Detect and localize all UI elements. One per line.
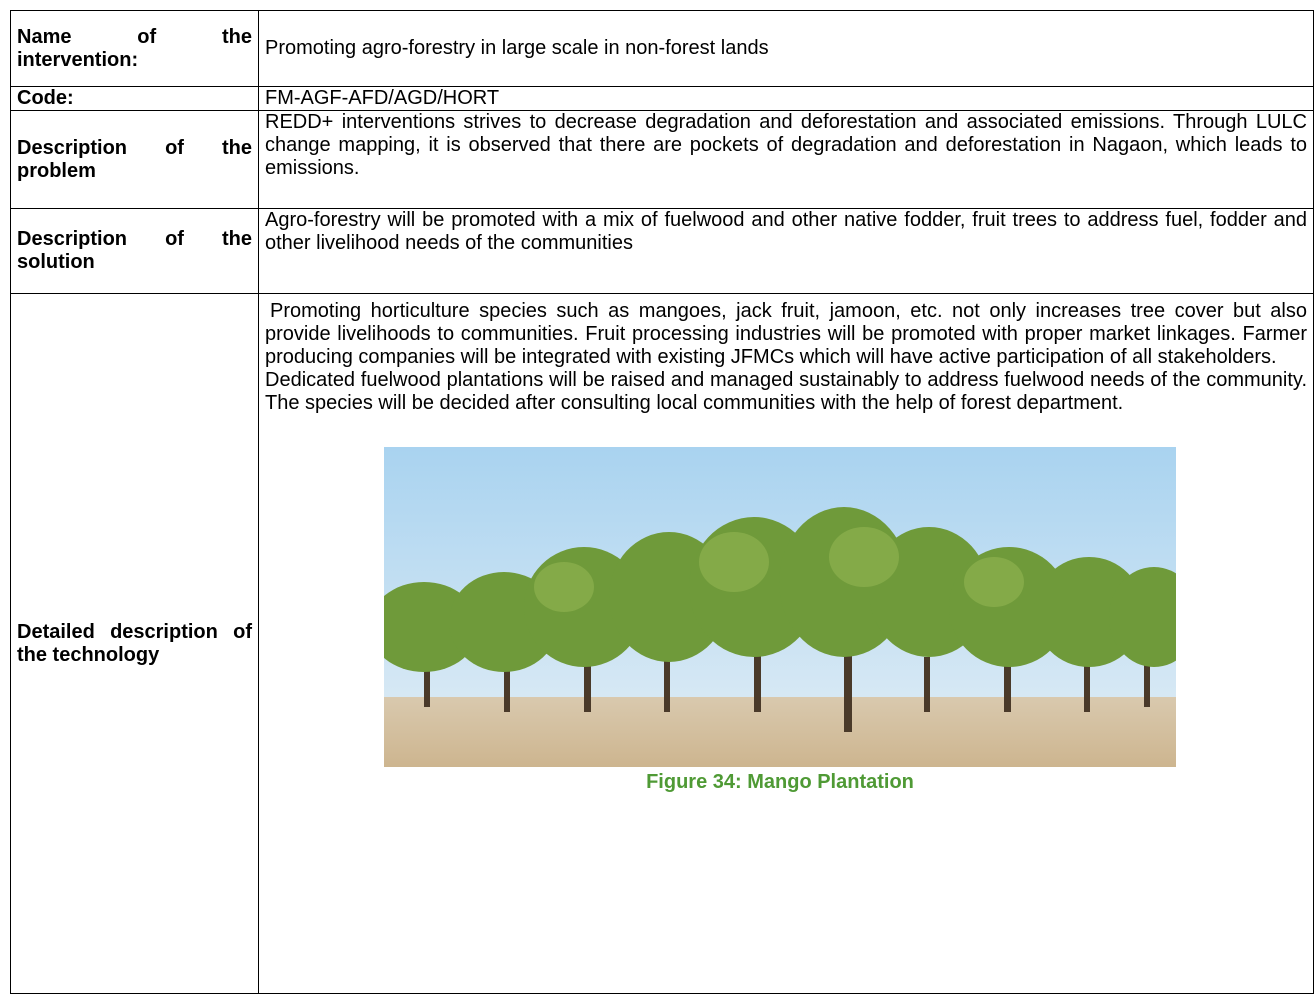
label: Description of the solution: [11, 209, 259, 294]
row: Description of the problem REDD+ interve…: [11, 111, 1314, 209]
value: REDD+ interventions strives to decrease …: [259, 111, 1314, 209]
value: FM-AGF-AFD/AGD/HORT: [259, 87, 1314, 111]
label: Code:: [11, 87, 259, 111]
figure-caption: Figure 34: Mango Plantation: [253, 771, 1307, 794]
page: Name of the intervention: Promoting agro…: [0, 0, 1314, 976]
label: Description of the problem: [11, 111, 259, 209]
row: Name of the intervention: Promoting agro…: [11, 11, 1314, 87]
row: Detailed description of the technology P…: [11, 294, 1314, 994]
row: Code: FM-AGF-AFD/AGD/HORT: [11, 87, 1314, 111]
paragraph: Dedicated fuelwood plantations will be r…: [265, 369, 1307, 415]
mango-plantation-photo: [384, 447, 1176, 767]
label: Detailed description of the technology: [11, 294, 259, 994]
value: Promoting horticulture species such as m…: [259, 294, 1314, 994]
value: Agro-forestry will be promoted with a mi…: [259, 209, 1314, 294]
intervention-table: Name of the intervention: Promoting agro…: [10, 10, 1314, 994]
row: Description of the solution Agro-forestr…: [11, 209, 1314, 294]
paragraph: Promoting horticulture species such as m…: [265, 300, 1307, 369]
value: Promoting agro-forestry in large scale i…: [259, 11, 1314, 87]
label: Name of the intervention:: [11, 11, 259, 87]
